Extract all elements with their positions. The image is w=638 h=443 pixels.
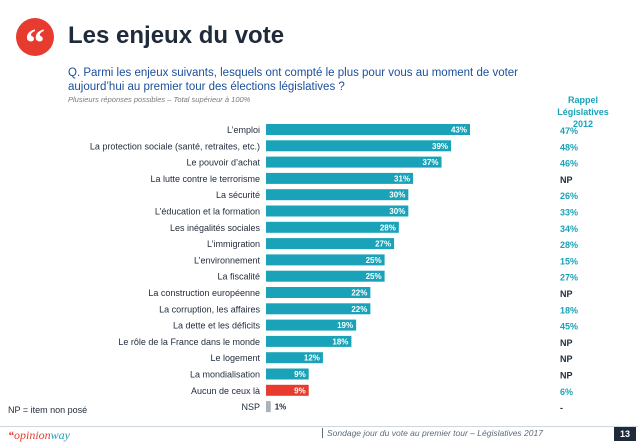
bar-value-label: 18%: [332, 337, 348, 346]
bar: [266, 221, 399, 233]
bar: [266, 156, 442, 168]
category-label: La mondialisation: [190, 370, 260, 380]
bar-value-label: 25%: [366, 256, 382, 265]
rappel-2012-value: 18%: [560, 305, 578, 315]
bar-value-label: 22%: [351, 289, 367, 298]
bar: [266, 172, 414, 184]
bar-value-label: 19%: [337, 321, 353, 330]
bar-value-label: 28%: [380, 223, 396, 232]
question-text: Q. Parmi les enjeux suivants, lesquels o…: [68, 67, 519, 93]
bar-value-label: 43%: [451, 126, 467, 135]
category-label: La dette et les déficits: [173, 321, 261, 331]
rappel-header-line2: Législatives 2012: [557, 107, 609, 129]
category-label: Aucun de ceux là: [191, 386, 260, 396]
bar-value-label: 12%: [304, 354, 320, 363]
category-label: La fiscalité: [217, 272, 260, 282]
rappel-2012-value: -: [560, 403, 563, 413]
bar: [266, 335, 352, 347]
bar-value-label: 31%: [394, 174, 410, 183]
bar-value-label: 9%: [294, 370, 306, 379]
footer-source: Sondage jour du vote au premier tour – L…: [322, 428, 543, 438]
bar-value-label: 37%: [423, 158, 439, 167]
page-title: Les enjeux du vote: [68, 22, 285, 49]
rappel-2012-value: 47%: [560, 126, 578, 136]
bar-value-label: 30%: [389, 207, 405, 216]
category-label: La construction européenne: [148, 288, 260, 298]
bar: [266, 189, 409, 201]
bar-value-label: 27%: [375, 240, 391, 249]
rappel-2012-value: 48%: [560, 142, 578, 152]
rappel-2012-value: 28%: [560, 240, 578, 250]
bar: [266, 303, 371, 315]
rappel-header-line1: Rappel: [567, 95, 598, 105]
rappel-2012-value: 6%: [560, 387, 573, 397]
bar: [266, 352, 323, 364]
rappel-2012-value: 46%: [560, 159, 578, 169]
footnote: NP = item non posé: [8, 405, 88, 415]
bar: [266, 270, 385, 282]
bar-value-label: 25%: [366, 272, 382, 281]
bar: [266, 254, 385, 266]
category-label: Les inégalités sociales: [170, 223, 261, 233]
bar: [266, 319, 357, 331]
category-label: L’immigration: [207, 239, 260, 249]
category-label: Le rôle de la France dans le monde: [118, 337, 260, 347]
rappel-2012-value: 33%: [560, 208, 578, 218]
rappel-2012-value: NP: [560, 175, 573, 185]
question-subtitle: Plusieurs réponses possibles – Total sup…: [68, 95, 251, 104]
bar: [266, 205, 409, 217]
bar-value-label: 9%: [294, 386, 306, 395]
rappel-2012-value: 26%: [560, 191, 578, 201]
rappel-2012-value: NP: [560, 371, 573, 381]
footer: “opinionway Sondage jour du vote au prem…: [0, 426, 638, 443]
category-label: La sécurité: [216, 190, 260, 200]
bar-chart: L’emploi 43% 47% La protection sociale (san…: [90, 124, 578, 413]
quote-icon: “: [16, 18, 54, 65]
rappel-2012-value: 45%: [560, 322, 578, 332]
bar-value-label: 30%: [389, 191, 405, 200]
bar-value-label: 22%: [351, 305, 367, 314]
category-label: La protection sociale (santé, retraites,…: [90, 141, 260, 151]
bar: [266, 287, 371, 298]
rappel-2012-value: 27%: [560, 273, 578, 283]
rappel-2012-value: NP: [560, 338, 573, 348]
bar: [266, 401, 271, 413]
opinionway-logo: “opinionway: [8, 428, 71, 442]
category-label: L’emploi: [227, 125, 260, 135]
rappel-2012-value: 34%: [560, 224, 578, 234]
rappel-header: Rappel Législatives 2012: [548, 94, 618, 130]
bar-value-label: 1%: [275, 403, 287, 412]
page-number: 13: [614, 427, 636, 441]
bar: [266, 140, 452, 152]
bar: [266, 238, 395, 250]
rappel-2012-value: 15%: [560, 256, 578, 266]
category-label: Le pouvoir d’achat: [186, 158, 260, 168]
category-label: NSP: [241, 402, 260, 412]
category-label: L’éducation et la formation: [155, 207, 260, 217]
bar-value-label: 39%: [432, 142, 448, 151]
bar: [266, 368, 309, 380]
bar: [266, 384, 309, 396]
rappel-2012-value: NP: [560, 289, 573, 299]
category-label: La corruption, les affaires: [159, 304, 260, 314]
category-label: La lutte contre le terrorisme: [150, 174, 260, 184]
category-label: L’environnement: [194, 255, 261, 265]
category-label: Le logement: [210, 353, 260, 363]
rappel-2012-value: NP: [560, 354, 573, 364]
bar: [266, 124, 470, 135]
